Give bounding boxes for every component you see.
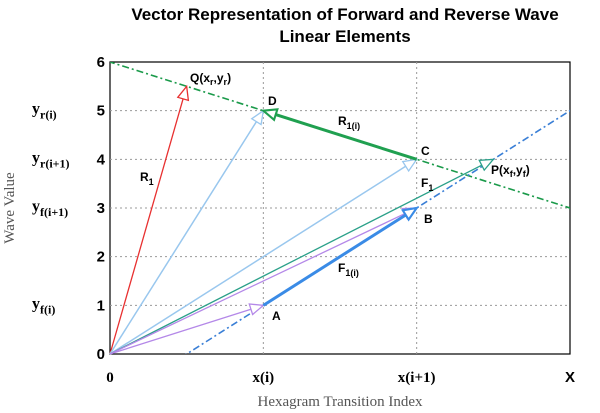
point-label-p: P(xf,yf) xyxy=(491,163,530,179)
point-label-d: D xyxy=(268,94,277,108)
vector-F1(i) xyxy=(262,206,419,307)
x-tick-label: x(i+1) xyxy=(398,370,436,386)
vector-arrowhead xyxy=(176,84,190,102)
vector-shaft xyxy=(109,213,406,355)
x-tick-labels: 0 x(i) x(i+1) X xyxy=(106,369,575,386)
point-label-c: C xyxy=(421,144,430,158)
vector-shaft xyxy=(109,98,184,355)
vector-origin-to-C xyxy=(109,158,419,355)
vector-label-f1i: F1(i) xyxy=(338,261,359,278)
vector-arrowhead xyxy=(250,109,265,126)
chart-title-line1: Vector Representation of Forward and Rev… xyxy=(131,5,558,24)
chart-title-line2: Linear Elements xyxy=(279,27,410,46)
vector-label-f1: F1 xyxy=(421,176,433,193)
y-tick-label: 1 xyxy=(97,297,105,314)
vector-shaft xyxy=(109,308,252,355)
x-tick-label: x(i) xyxy=(252,370,274,386)
vector-shaft xyxy=(109,164,483,355)
vector-shaft xyxy=(262,213,407,307)
y-tick-labels: 0 1 2 3 4 5 6 xyxy=(97,54,106,363)
vector-arrowhead xyxy=(260,108,279,122)
y-tick-label: 5 xyxy=(97,103,105,120)
vector-arrowhead xyxy=(401,158,419,173)
y-tick-label: 2 xyxy=(97,249,105,266)
y-annotations: yr(i) yr(i+1) yf(i+1) yf(i) xyxy=(32,101,70,317)
vectors xyxy=(109,84,495,355)
y-annotation: yr(i+1) xyxy=(32,149,70,170)
y-axis-label: Wave Value xyxy=(2,172,18,244)
y-annotation: yr(i) xyxy=(32,101,57,122)
point-label-q: Q(xr,yr) xyxy=(190,71,231,87)
vector-origin-to-A xyxy=(109,303,265,355)
vector-label-r1: R1 xyxy=(140,170,154,187)
vector-arrowhead xyxy=(248,303,265,316)
vector-R1(i) xyxy=(260,108,418,161)
vector-origin-to-D xyxy=(109,109,265,355)
vector-shaft xyxy=(109,121,258,355)
y-annotation: yf(i) xyxy=(32,295,55,316)
vector-arrowhead xyxy=(478,158,495,172)
y-annotation: yf(i+1) xyxy=(32,198,68,219)
vector-label-r1i: R1(i) xyxy=(338,114,360,131)
vector-F1 xyxy=(109,158,495,355)
vector-arrowhead xyxy=(401,206,419,222)
x-axis-label: Hexagram Transition Index xyxy=(258,394,423,410)
y-tick-label: 0 xyxy=(97,346,105,363)
forward-line xyxy=(185,109,570,354)
point-label-b: B xyxy=(424,212,433,226)
x-tick-label: 0 xyxy=(106,370,114,386)
y-tick-label: 4 xyxy=(97,151,106,168)
vector-shaft xyxy=(275,113,418,161)
x-tick-label: X xyxy=(565,369,575,386)
vector-shaft xyxy=(109,165,407,355)
point-label-a: A xyxy=(272,309,281,323)
y-tick-label: 3 xyxy=(97,200,105,217)
vector-R1 xyxy=(109,84,190,355)
y-tick-label: 6 xyxy=(97,54,105,71)
